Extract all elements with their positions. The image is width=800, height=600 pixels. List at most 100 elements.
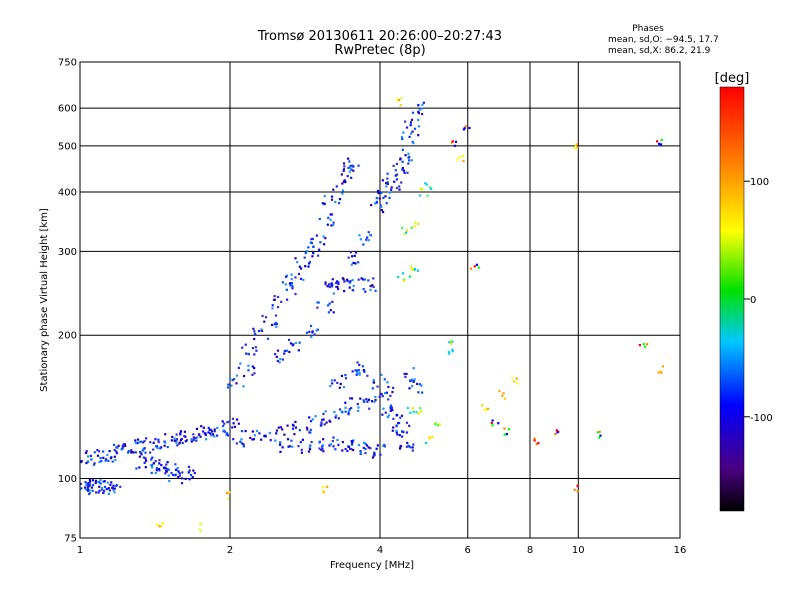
scatter-point: [144, 459, 148, 462]
scatter-point: [177, 470, 180, 473]
scatter-point: [386, 182, 389, 185]
scatter-point: [323, 195, 326, 198]
scatter-point: [242, 445, 245, 448]
scatter-point: [417, 391, 420, 394]
scatter-point: [172, 473, 175, 477]
scatter-point: [299, 267, 303, 270]
scatter-point: [310, 241, 314, 245]
x-tick-label: 4: [377, 545, 383, 556]
scatter-point: [304, 265, 307, 268]
scatter-point: [370, 400, 374, 403]
scatter-point: [328, 302, 331, 305]
scatter-point: [392, 417, 395, 420]
scatter-point: [281, 358, 285, 361]
scatter-point: [448, 341, 451, 344]
x-tick-label: 8: [527, 545, 533, 556]
scatter-point: [475, 263, 479, 266]
scatter-point: [573, 146, 576, 150]
scatter-point: [358, 372, 361, 375]
scatter-point: [80, 482, 82, 485]
scatter-point: [321, 485, 325, 489]
scatter-point: [285, 298, 289, 301]
scatter-point: [179, 432, 182, 435]
scatter-point: [533, 439, 536, 442]
scatter-point: [416, 382, 419, 386]
scatter-point: [244, 343, 247, 346]
scatter-point: [174, 474, 177, 477]
scatter-point: [287, 445, 290, 448]
scatter-point: [144, 466, 147, 469]
scatter-point: [363, 278, 366, 281]
scatter-point: [364, 447, 367, 451]
scatter-point: [228, 420, 231, 423]
scatter-point: [343, 280, 346, 283]
scatter-point: [97, 480, 100, 484]
scatter-point: [319, 424, 323, 427]
scatter-point: [364, 290, 367, 293]
scatter-point: [223, 430, 227, 433]
scatter-point: [316, 306, 319, 309]
scatter-point: [410, 378, 414, 381]
scatter-point: [340, 374, 344, 378]
scatter-point: [417, 118, 420, 121]
scatter-point: [94, 491, 98, 494]
scatter-point: [281, 428, 284, 431]
scatter-point: [279, 358, 282, 361]
scatter-point: [89, 454, 92, 457]
scatter-point: [156, 446, 159, 450]
scatter-point: [308, 446, 311, 449]
scatter-point: [164, 433, 167, 436]
scatter-point: [381, 179, 384, 182]
scatter-point: [291, 287, 294, 290]
scatter-point: [231, 417, 235, 420]
scatter-point: [187, 471, 190, 474]
scatter-point: [395, 178, 399, 181]
scatter-point: [344, 406, 347, 409]
scatter-point: [364, 451, 367, 455]
y-tick-label: 300: [58, 247, 77, 258]
scatter-point: [576, 484, 579, 487]
scatter-point: [300, 451, 304, 454]
scatter-point: [271, 304, 274, 307]
scatter-point: [347, 256, 350, 259]
scatter-point: [337, 417, 340, 420]
scatter-point: [424, 182, 427, 185]
scatter-point: [93, 462, 96, 465]
scatter-point: [286, 424, 289, 427]
scatter-point: [88, 482, 91, 485]
scatter-point: [363, 400, 366, 403]
scatter-point: [376, 385, 379, 388]
scatter-point: [152, 448, 155, 451]
scatter-point: [406, 441, 409, 445]
scatter-point: [375, 447, 378, 450]
scatter-point: [405, 126, 409, 129]
scatter-point: [412, 142, 415, 145]
scatter-point: [367, 231, 370, 234]
scatter-point: [94, 479, 98, 482]
scatter-point: [240, 429, 244, 433]
scatter-point: [400, 96, 403, 100]
scatter-point: [341, 192, 344, 195]
scatter-point: [209, 428, 213, 431]
scatter-point: [184, 477, 187, 481]
scatter-point: [332, 188, 335, 191]
scatter-point: [324, 410, 327, 413]
scatter-point: [328, 285, 331, 289]
scatter-point: [370, 203, 373, 207]
scatter-point: [113, 455, 116, 458]
scatter-point: [93, 451, 96, 454]
scatter-point: [178, 441, 181, 444]
scatter-point: [332, 445, 335, 448]
scatter-point: [236, 418, 239, 421]
scatter-point: [103, 485, 107, 489]
x-tick-labels: 1 2 4 6 8 10 16: [77, 545, 687, 556]
scatter-point: [352, 169, 355, 172]
scatter-point: [290, 273, 293, 276]
scatter-point: [332, 223, 335, 227]
scatter-point: [327, 304, 330, 307]
scatter-point: [326, 223, 329, 226]
scatter-point: [175, 468, 178, 472]
scatter-point: [378, 395, 381, 398]
scatter-point: [102, 489, 106, 492]
scatter-point: [342, 168, 346, 171]
